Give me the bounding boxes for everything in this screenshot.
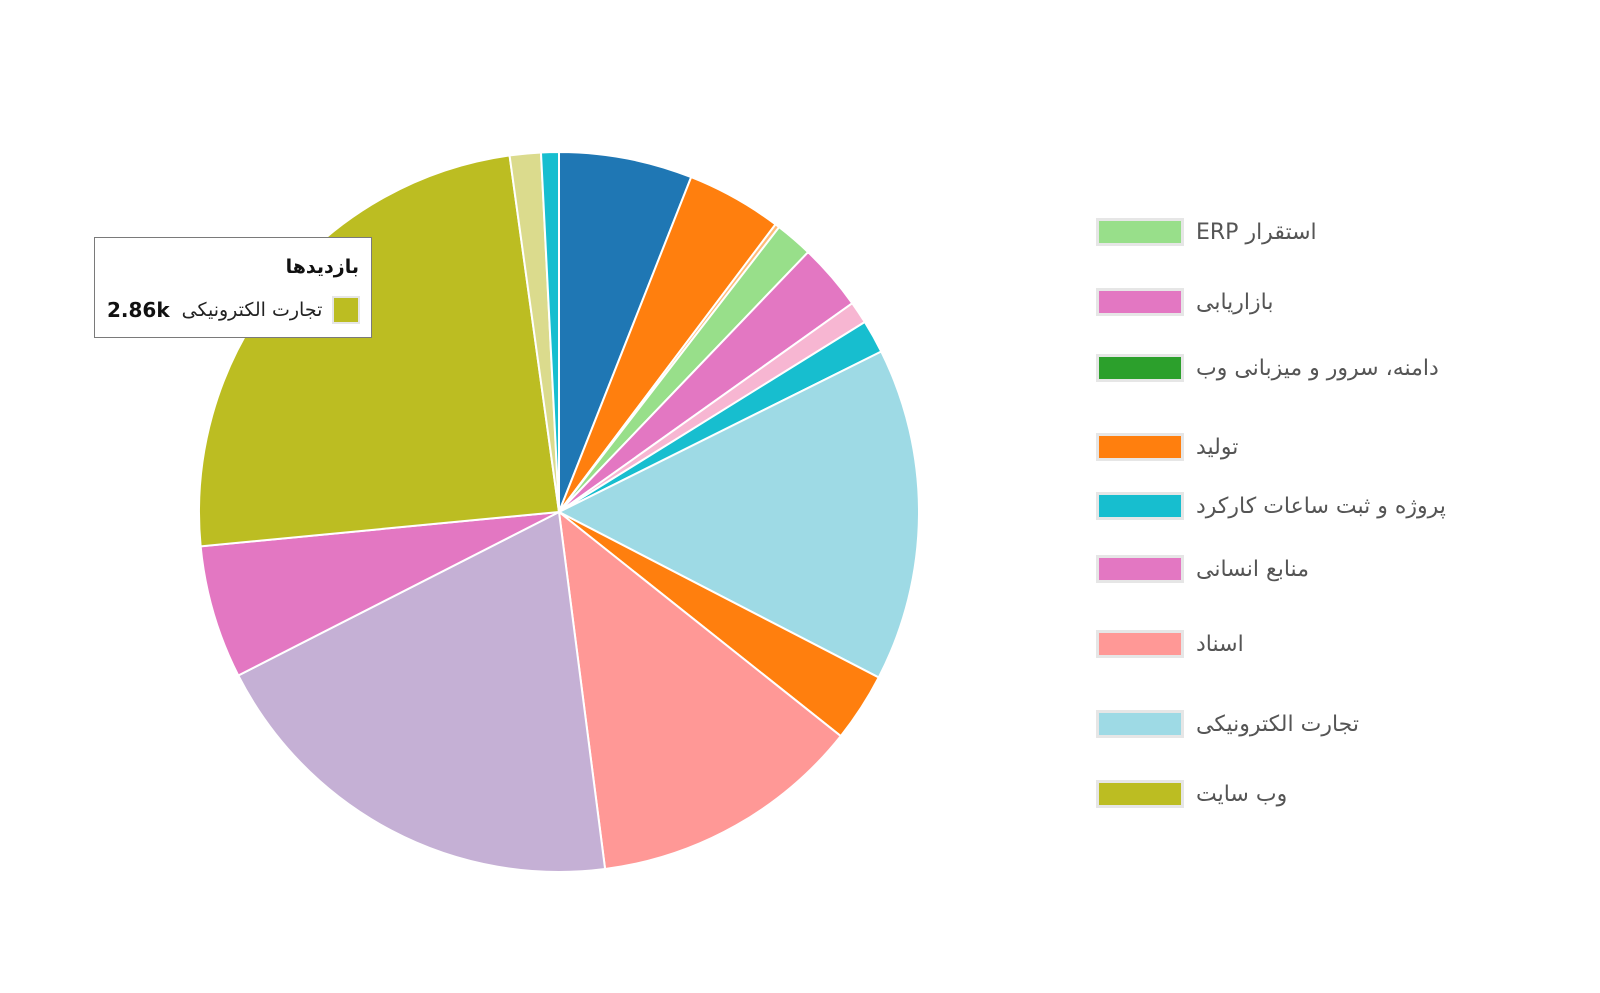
legend-item[interactable]: منابع انسانی <box>1096 553 1309 585</box>
legend-label: تجارت الکترونیکی <box>1196 711 1359 737</box>
tooltip-value: 2.86k <box>107 298 170 322</box>
legend-swatch <box>1096 630 1184 658</box>
tooltip-series-label: تجارت الکترونیکی <box>181 299 323 321</box>
pie-slice[interactable] <box>558 150 693 513</box>
tooltip-swatch <box>332 296 361 324</box>
pie-slice[interactable] <box>557 509 843 871</box>
legend-item[interactable]: دامنه، سرور و میزبانی وب <box>1096 352 1439 384</box>
legend-item[interactable]: پروژه و ثبت ساعات کارکرد <box>1096 490 1446 522</box>
legend-swatch <box>1096 433 1184 461</box>
legend-item[interactable]: تولید <box>1096 431 1238 463</box>
legend-swatch <box>1096 354 1184 382</box>
legend-swatch <box>1096 288 1184 316</box>
legend-swatch <box>1096 218 1184 246</box>
legend-swatch <box>1096 492 1184 520</box>
legend-swatch <box>1096 555 1184 583</box>
legend-label: منابع انسانی <box>1196 556 1309 582</box>
legend-label: استقرار ERP <box>1196 219 1317 245</box>
legend-label: اسناد <box>1196 631 1244 657</box>
legend-item[interactable]: بازاریابی <box>1096 286 1273 318</box>
tooltip-title: بازدیدها <box>285 256 359 278</box>
pie-slice[interactable] <box>198 154 561 548</box>
legend-label: وب سایت <box>1196 781 1288 807</box>
legend-label: دامنه، سرور و میزبانی وب <box>1196 355 1439 381</box>
legend-swatch <box>1096 710 1184 738</box>
legend-label: بازاریابی <box>1196 289 1274 315</box>
pie-slice[interactable] <box>199 511 560 677</box>
legend-item[interactable]: اسناد <box>1096 628 1244 660</box>
legend-item[interactable]: تجارت الکترونیکی <box>1096 708 1359 740</box>
legend-item[interactable]: وب سایت <box>1096 778 1287 810</box>
legend-swatch <box>1096 780 1184 808</box>
legend: استقرار ERP بازاریابی دامنه، سرور و میزب… <box>1096 0 1556 993</box>
legend-label: پروژه و ثبت ساعات کارکرد <box>1196 493 1446 519</box>
legend-label: تولید <box>1196 434 1239 460</box>
pie-slice[interactable] <box>556 350 920 679</box>
pie-slice[interactable] <box>539 150 560 513</box>
tooltip: بازدیدها 2.86k تجارت الکترونیکی <box>94 237 372 338</box>
pie-slice[interactable] <box>236 510 607 874</box>
tooltip-row: 2.86k تجارت الکترونیکی <box>107 294 363 326</box>
legend-item[interactable]: استقرار ERP <box>1096 216 1317 248</box>
